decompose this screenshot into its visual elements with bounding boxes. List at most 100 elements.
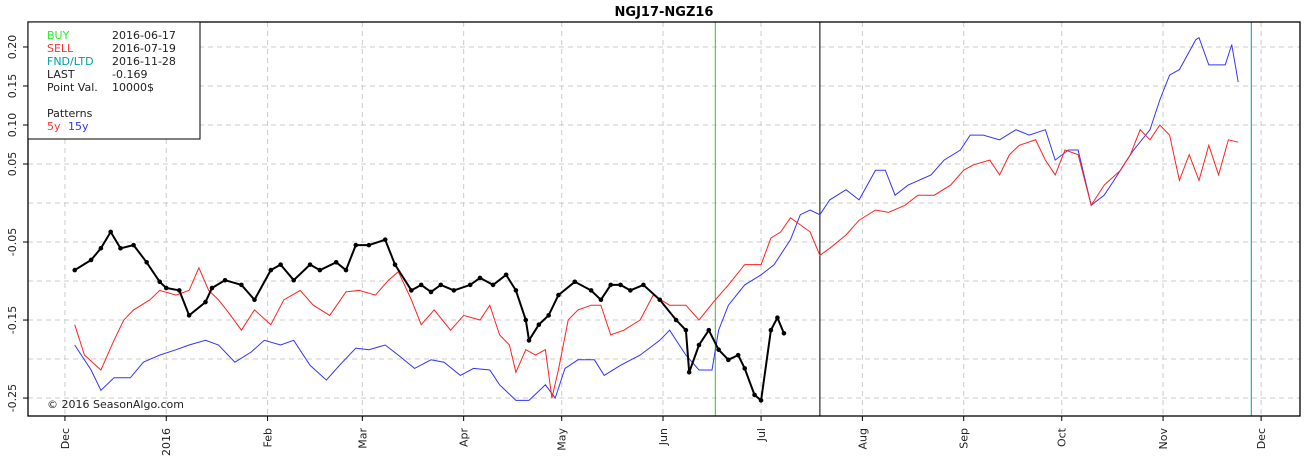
data-point [209,285,215,291]
data-point [781,330,787,336]
data-point [546,313,551,318]
data-point [144,260,149,265]
x-tick-label: Mar [356,428,369,449]
data-point [203,299,208,305]
data-point [641,282,646,288]
x-tick-label: Dec [1255,428,1268,449]
data-point [392,262,398,267]
y-tick-label: -0.05 [6,228,19,256]
data-point [438,282,444,288]
data-point [291,277,297,283]
data-point [118,245,123,251]
data-point [526,338,532,343]
data-point [157,279,163,285]
y-tick-label: -0.25 [6,384,19,412]
data-point [598,297,604,303]
data-point [742,366,748,371]
data-point [252,297,257,303]
data-point [608,282,614,288]
data-point [268,267,274,273]
data-point [726,357,731,363]
data-point [752,392,757,398]
data-point [572,279,578,285]
data-point [768,327,774,333]
legend-label: FND/LTD [47,55,94,68]
data-point [317,267,323,273]
copyright: © 2016 SeasonAlgo.com [47,398,184,411]
x-tick-label: May [556,428,569,451]
data-point [503,272,509,278]
date-markers [714,22,1252,416]
chart-title: NGJ17-NGZ16 [615,5,714,20]
data-point [98,245,104,251]
x-axis: Dec 2016 Feb Mar Apr May Jun Jul Aug Sep Oct Nov Dec [59,416,1268,456]
plot-frame [27,21,1301,417]
data-point [556,292,561,298]
legend-value: -0.169 [112,68,147,81]
data-point [333,260,339,265]
x-tick-label: Jun [657,428,670,446]
legend-value: 2016-11-28 [112,55,176,68]
x-tick-label: Aug [856,428,869,449]
data-point [88,257,94,263]
legend-box: BUY 2016-06-17 SELL 2016-07-19 FND/LTD 2016-1… [27,21,201,140]
data-point [523,317,529,323]
data-point [222,277,228,283]
data-point [673,317,679,323]
y-tick-label: 0.05 [6,152,19,177]
data-point [657,297,663,303]
data-point [428,289,434,295]
x-tick-label: 2016 [160,428,173,456]
data-point [588,288,594,293]
x-tick-label: Feb [262,428,275,447]
data-point [696,342,702,348]
legend-15y: 15y [68,120,89,133]
x-tick-label: Jul [755,428,768,442]
data-point [72,267,78,273]
data-point [366,242,372,248]
data-point [343,267,349,273]
grid [28,22,1300,416]
legend-patterns-label: Patterns [47,107,93,120]
data-point [490,282,496,288]
data-point [683,327,689,333]
legend-value: 2016-07-19 [112,42,176,55]
x-tick-label: Apr [458,428,471,448]
data-point [628,288,633,293]
x-tick-label: Nov [1157,428,1170,450]
y-tick-label: 0.20 [6,35,19,60]
y-tick-label: 0.10 [6,113,19,138]
data-point [382,237,388,242]
data-point [307,262,313,267]
data-point [706,327,712,333]
data-point [108,229,113,235]
legend-value: 10000$ [112,81,154,94]
data-point [716,347,721,352]
data-point [239,282,244,288]
data-point [186,313,192,318]
x-tick-label: Sep [958,428,971,449]
data-point [735,352,741,358]
legend-label: BUY [47,29,70,42]
x-tick-label: Oct [1056,427,1069,447]
y-tick-label: 0.15 [6,74,19,99]
legend-5y: 5y [47,120,61,133]
y-axis: 0.20 0.15 0.10 0.05 -0.05 -0.15 -0.25 [6,35,28,412]
legend-label: LAST [47,68,75,81]
series-line-15y [74,36,1239,401]
y-tick-label: -0.15 [6,306,19,334]
data-point [477,275,483,281]
data-point [536,322,542,328]
x-tick-label: Dec [59,428,72,449]
data-point [467,282,473,288]
data-point [686,370,692,375]
series-lines [72,36,1239,403]
data-point [418,282,424,288]
series-line-current [74,229,785,403]
legend-label: Point Val. [47,81,98,94]
data-point [409,288,414,293]
data-point [618,282,623,288]
data-point [758,398,764,403]
data-point [353,242,359,248]
